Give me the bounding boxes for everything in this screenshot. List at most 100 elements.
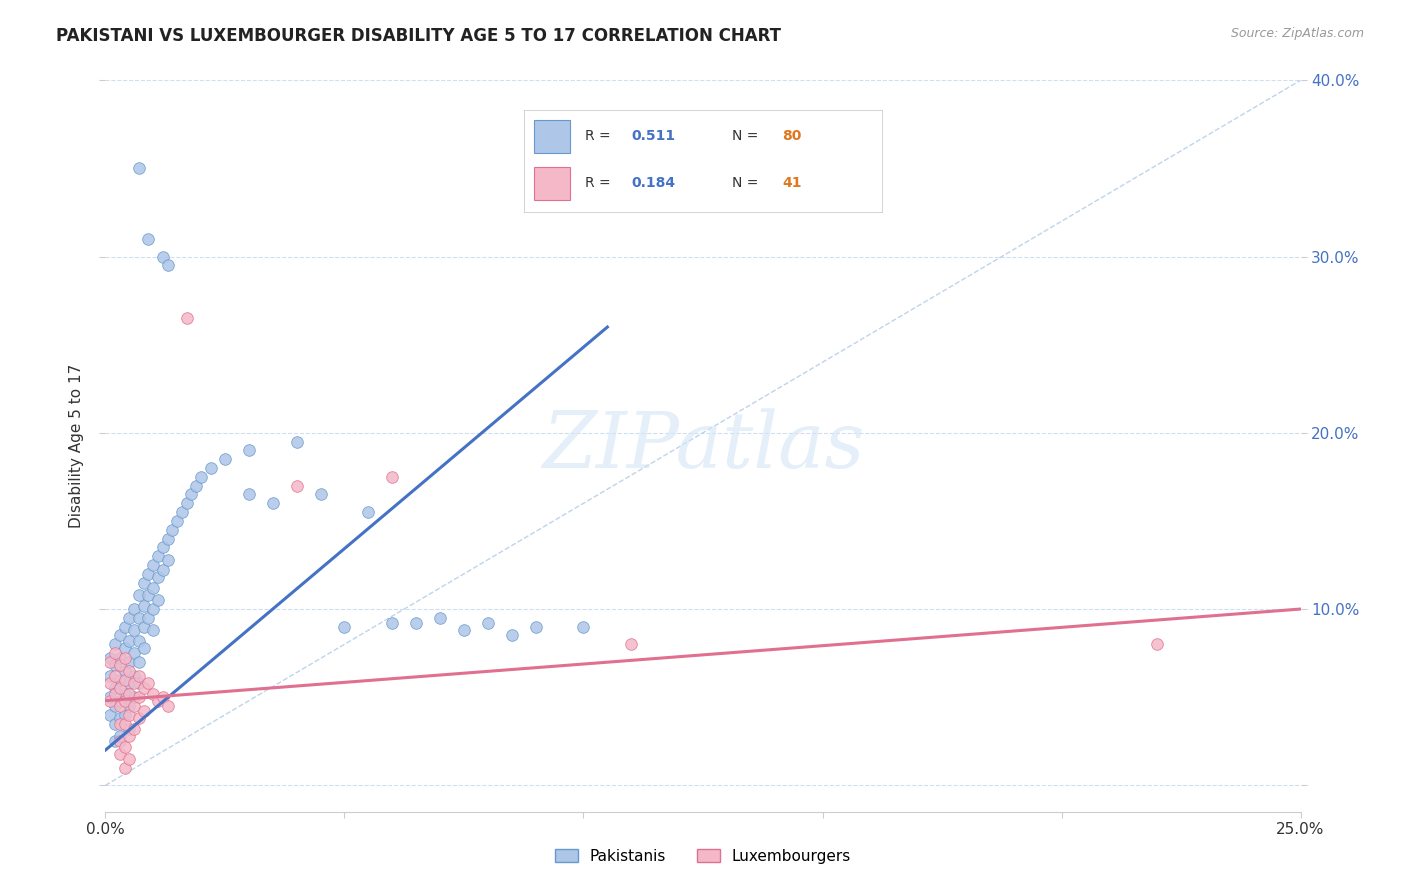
Point [118, 707, 141, 722]
Point [405, 616, 427, 631]
Point [118, 655, 141, 669]
Point [122, 676, 145, 690]
Point [114, 716, 136, 731]
Point [108, 681, 131, 696]
Point [453, 623, 475, 637]
Point [128, 633, 150, 648]
Point [190, 470, 212, 484]
Point [142, 687, 165, 701]
Point [104, 716, 127, 731]
Point [138, 588, 160, 602]
Text: Source: ZipAtlas.com: Source: ZipAtlas.com [1230, 27, 1364, 40]
Point [357, 505, 380, 519]
Point [122, 698, 145, 713]
Point [118, 752, 141, 766]
Point [156, 552, 179, 566]
Point [108, 729, 131, 743]
Point [186, 478, 208, 492]
Point [128, 588, 150, 602]
Point [128, 611, 150, 625]
Point [118, 729, 141, 743]
Point [98, 669, 121, 683]
Point [262, 496, 284, 510]
Point [108, 711, 131, 725]
Point [142, 602, 165, 616]
Point [166, 514, 188, 528]
Point [118, 611, 141, 625]
Point [108, 628, 131, 642]
Point [98, 676, 121, 690]
Point [285, 434, 308, 449]
Point [104, 669, 127, 683]
Point [128, 161, 150, 176]
Point [128, 655, 150, 669]
Point [132, 704, 155, 718]
Text: ZIPatlas: ZIPatlas [541, 408, 865, 484]
Point [138, 232, 160, 246]
Point [146, 570, 169, 584]
Point [128, 676, 150, 690]
Point [122, 690, 145, 705]
Point [98, 690, 121, 705]
Point [118, 687, 141, 701]
Point [108, 694, 131, 708]
Point [114, 687, 136, 701]
Point [285, 478, 308, 492]
Point [104, 681, 127, 696]
Legend: Pakistanis, Luxembourgers: Pakistanis, Luxembourgers [548, 843, 858, 870]
Point [98, 651, 121, 665]
Point [114, 739, 136, 754]
Point [620, 637, 643, 651]
Point [108, 716, 131, 731]
Point [146, 694, 169, 708]
Point [146, 593, 169, 607]
Point [333, 620, 356, 634]
Point [429, 611, 451, 625]
Point [152, 541, 174, 555]
Point [132, 681, 155, 696]
Point [381, 470, 404, 484]
Point [104, 698, 127, 713]
Point [114, 640, 136, 655]
Point [142, 558, 165, 572]
Point [156, 258, 179, 272]
Point [122, 646, 145, 660]
Point [132, 640, 155, 655]
Point [122, 669, 145, 683]
Point [524, 620, 547, 634]
Point [114, 761, 136, 775]
Point [138, 676, 160, 690]
Point [238, 443, 260, 458]
Point [118, 633, 141, 648]
Point [128, 690, 150, 705]
Point [142, 581, 165, 595]
Point [477, 616, 499, 631]
Point [104, 658, 127, 673]
Y-axis label: Disability Age 5 to 17: Disability Age 5 to 17 [69, 364, 84, 528]
Point [156, 698, 179, 713]
Point [122, 623, 145, 637]
Point [114, 673, 136, 687]
Point [132, 620, 155, 634]
Point [104, 734, 127, 748]
Point [104, 687, 127, 701]
Point [114, 664, 136, 678]
Point [108, 673, 131, 687]
Point [152, 690, 174, 705]
Point [170, 505, 193, 519]
Point [108, 698, 131, 713]
Point [132, 575, 155, 590]
Point [152, 563, 174, 577]
Point [142, 623, 165, 637]
Point [114, 707, 136, 722]
Point [176, 311, 198, 326]
Point [108, 747, 131, 761]
Point [108, 651, 131, 665]
Point [114, 694, 136, 708]
Point [122, 602, 145, 616]
Point [238, 487, 260, 501]
Point [104, 637, 127, 651]
Point [118, 698, 141, 713]
Point [572, 620, 595, 634]
Point [146, 549, 169, 563]
